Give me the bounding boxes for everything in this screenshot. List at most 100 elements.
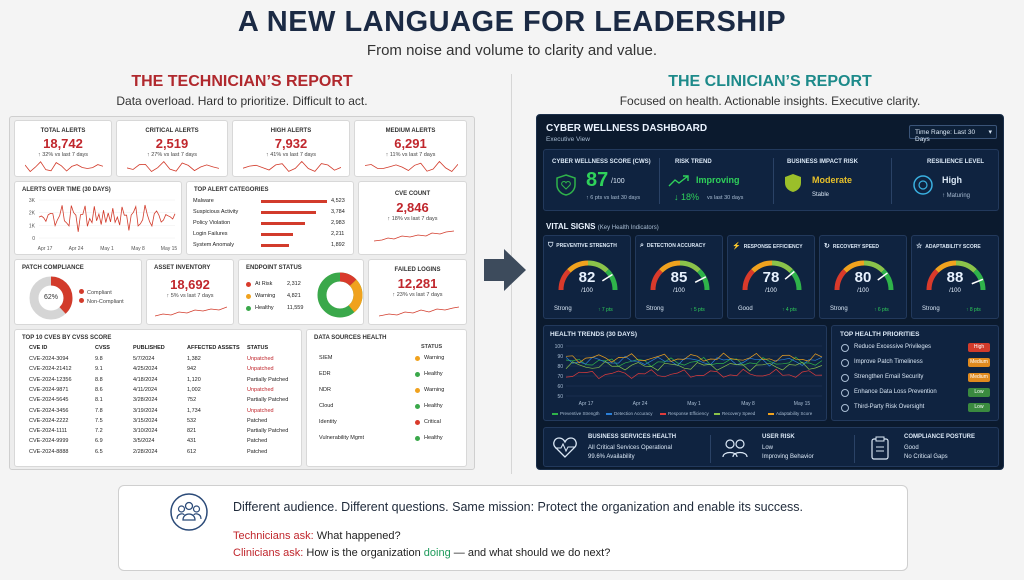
y-tick-label: 50 (557, 394, 563, 400)
asset-inventory-trend: ↑ 5% vs last 7 days (166, 293, 214, 299)
heartbeat-icon (553, 437, 577, 458)
gauge-value: 82 (578, 269, 596, 286)
time-range-select[interactable]: Time Range: Last 30 Days ▾ (909, 125, 997, 143)
cws-value: 87 (586, 169, 609, 191)
data-source-name: NDR (319, 387, 331, 393)
gauge (742, 260, 802, 291)
table-row: CVE-2024-3094 9.8 5/7/2024 1,382 Unpatched (15, 355, 303, 365)
category-name: Malware (193, 198, 214, 204)
table-cell: 1,382 (187, 356, 201, 362)
table-cell: Patched (247, 438, 268, 445)
dashboard-subtitle: Executive View (546, 136, 590, 143)
status-dot (415, 388, 420, 393)
gauge-segment (659, 260, 681, 273)
gauge-unit: /100 (765, 288, 777, 294)
endpoint-row: Warning 4,821 (239, 292, 363, 302)
y-tick-label: 1K (29, 223, 36, 229)
search-icon: ⌕ (640, 242, 644, 249)
risk-trend-label: RISK TREND (675, 159, 712, 165)
table-cell: 4/11/2024 (133, 386, 158, 393)
table-row: CVE-2024-1111 7.2 3/10/2024 821 Partially Pa… (15, 427, 303, 437)
technician-report-title: THE TECHNICIAN’S REPORT (131, 73, 353, 90)
x-tick-label: May 1 (687, 401, 701, 407)
data-sources-title: DATA SOURCES HEALTH (314, 335, 387, 341)
clinician-report-title: THE CLINICIAN’S REPORT (668, 73, 872, 90)
column-header: AFFECTED ASSETS (187, 345, 240, 351)
resilience-icon (913, 175, 933, 195)
endpoint-row: Healthy 11,559 (239, 304, 363, 314)
cve-sparkline (374, 230, 454, 242)
table-cell: 1,002 (187, 386, 201, 393)
y-tick-label: 80 (557, 364, 563, 370)
table-cell: Partially Patched (247, 397, 289, 404)
users-icon (722, 439, 748, 458)
data-source-name: SIEM (319, 355, 333, 361)
gauge-segment (843, 260, 865, 273)
trend-series-line (565, 368, 823, 380)
footer-label-user-risk: USER RISK (762, 434, 795, 440)
status-dot (415, 404, 420, 409)
category-value: 4,523 (331, 198, 345, 204)
data-source-status: Warning (424, 387, 445, 393)
shield-icon: ⛉ (548, 242, 554, 249)
x-tick-label: Apr 17 (579, 401, 594, 407)
impact-value: Moderate (812, 175, 853, 185)
priority-tag: Medium (968, 373, 990, 382)
y-tick-label: 60 (557, 384, 563, 390)
table-cell: Partially Patched (247, 428, 289, 435)
table-cell: CVE-2024-2222 (29, 417, 69, 424)
status-dot (246, 282, 251, 287)
data-source-name: EDR (319, 371, 331, 377)
gauge-delta: ↑ 8 pts (966, 307, 981, 313)
table-cell: 612 (187, 448, 197, 455)
table-cell: Patched (247, 448, 268, 455)
gauge-segment (650, 269, 663, 291)
gauge-segment (742, 269, 755, 291)
priority-tag: High (968, 343, 990, 352)
top-cves-title: TOP 10 CVES BY CVSS SCORE (22, 335, 112, 341)
failed-sparkline (379, 306, 459, 317)
kpi-value: 7,932 (274, 136, 308, 151)
gauge-segment (587, 260, 609, 273)
gauge-delta: ↑ 4 pts (782, 307, 797, 313)
top-cves-card: TOP 10 CVES BY CVSS SCORE CVE ID CVSS PUBL… (14, 329, 302, 467)
table-cell: CVE-2024-3094 (29, 356, 69, 362)
table-row: CVE-2024-9999 6.9 3/5/2024 431 Patched (15, 437, 303, 447)
kpi-sparkline (25, 161, 103, 173)
vital-sign-label: ☆ ADAPTABILITY SCORE (916, 243, 981, 250)
trend-legend-item: Detection Accuracy (606, 411, 653, 416)
table-cell: Unpatched (247, 407, 274, 414)
data-source-row: Vulnerability Mgmt Healthy (307, 434, 466, 444)
failed-logins-label: FAILED LOGINS (394, 267, 441, 273)
trend-legend-item: Adaptability Score (768, 411, 812, 416)
star-icon: ☆ (916, 243, 923, 250)
table-cell: CVE-2024-5645 (29, 397, 69, 404)
table-cell: 3/15/2024 (133, 417, 158, 424)
table-cell: 8.6 (95, 386, 103, 393)
endpoint-status-title: ENDPOINT STATUS (246, 265, 302, 271)
risk-trend-suffix: vs last 30 days (707, 195, 744, 201)
gauge-segment (881, 269, 894, 291)
chevron-down-icon: ▾ (988, 129, 992, 136)
table-row: CVE-2024-12356 8.8 4/18/2024 1,120 Partially… (15, 376, 303, 386)
cyber-wellness-dashboard: CYBER WELLNESS DASHBOARD Executive View … (536, 114, 1004, 470)
shield-icon (841, 389, 849, 397)
cve-count-value: 2,846 (396, 200, 429, 215)
table-cell: 2/28/2024 (133, 448, 158, 455)
user-lock-icon (841, 344, 849, 352)
gauge (558, 260, 618, 291)
gauge-unit: /100 (673, 288, 685, 294)
table-cell: 3/10/2024 (133, 428, 158, 435)
gauge-delta: ↑ 6 pts (874, 307, 889, 313)
table-cell: 1,120 (187, 376, 201, 383)
y-tick-label: 90 (557, 354, 563, 360)
failed-logins-card: FAILED LOGINS 12,281 ↑ 23% vs last 7 day… (368, 259, 467, 325)
gauge-segment (834, 269, 847, 291)
shield-icon (785, 174, 801, 192)
gauge-needle (877, 272, 888, 281)
table-cell: Unpatched (247, 366, 274, 373)
priorities-title: TOP HEALTH PRIORITIES (840, 331, 920, 338)
kpi-sparkline (365, 160, 458, 173)
category-value: 1,892 (331, 242, 345, 248)
